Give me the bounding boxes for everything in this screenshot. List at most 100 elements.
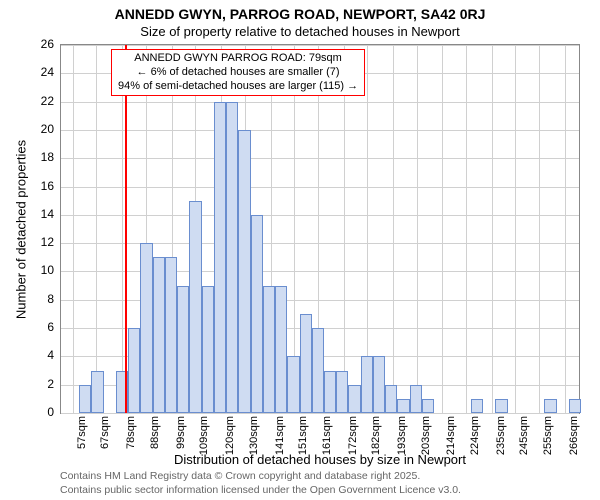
y-tick-label: 10 — [41, 263, 54, 277]
gridline-h — [61, 300, 579, 301]
x-tick-label: 235sqm — [495, 416, 507, 455]
x-axis-ticks: 57sqm 67sqm 78sqm 88sqm 99sqm 109sqm 120sqm 130… — [60, 414, 580, 454]
x-tick-label: 224sqm — [469, 416, 481, 455]
histogram-bar — [226, 102, 238, 413]
histogram-bar — [361, 356, 373, 413]
histogram-bar — [348, 385, 360, 413]
x-tick-label: 214sqm — [445, 416, 457, 455]
histogram-bar — [140, 243, 152, 413]
histogram-bar — [165, 257, 177, 413]
x-tick-label: 78sqm — [125, 416, 137, 449]
gridline-v — [417, 45, 418, 413]
y-tick-label: 4 — [47, 348, 54, 362]
histogram-bar — [471, 399, 483, 413]
x-tick-label: 182sqm — [370, 416, 382, 455]
histogram-bar — [128, 328, 140, 413]
histogram-bar — [251, 215, 263, 413]
chart-subtitle: Size of property relative to detached ho… — [0, 24, 600, 39]
x-tick-label: 172sqm — [347, 416, 359, 455]
annotation-line-1: ANNEDD GWYN PARROG ROAD: 79sqm — [118, 52, 358, 66]
y-tick-label: 6 — [47, 320, 54, 334]
gridline-v — [442, 45, 443, 413]
gridline-v — [539, 45, 540, 413]
x-tick-label: 245sqm — [518, 416, 530, 455]
attribution-line-1: Contains HM Land Registry data © Crown c… — [60, 470, 420, 482]
histogram-bar — [312, 328, 324, 413]
gridline-v — [565, 45, 566, 413]
gridline-h — [61, 187, 579, 188]
gridline-v — [515, 45, 516, 413]
histogram-bar — [79, 385, 91, 413]
y-axis-ticks: 02468101214161820222426 — [0, 44, 58, 414]
histogram-bar — [422, 399, 434, 413]
histogram-bar — [544, 399, 556, 413]
histogram-bar — [495, 399, 507, 413]
gridline-h — [61, 243, 579, 244]
x-tick-label: 161sqm — [321, 416, 333, 455]
gridline-v — [122, 45, 123, 413]
x-tick-label: 67sqm — [99, 416, 111, 449]
y-tick-label: 8 — [47, 292, 54, 306]
histogram-bar — [385, 385, 397, 413]
gridline-v — [393, 45, 394, 413]
x-tick-label: 255sqm — [542, 416, 554, 455]
y-tick-label: 24 — [41, 65, 54, 79]
y-tick-label: 12 — [41, 235, 54, 249]
annotation-line-3: 94% of semi-detached houses are larger (… — [118, 80, 358, 94]
x-tick-label: 130sqm — [248, 416, 260, 455]
gridline-h — [61, 215, 579, 216]
annotation-box: ANNEDD GWYN PARROG ROAD: 79sqm ← 6% of d… — [111, 49, 365, 96]
y-tick-label: 2 — [47, 377, 54, 391]
histogram-bar — [300, 314, 312, 413]
histogram-bar — [189, 201, 201, 413]
plot-area: ANNEDD GWYN PARROG ROAD: 79sqm ← 6% of d… — [60, 44, 580, 414]
x-tick-label: 99sqm — [175, 416, 187, 449]
annotation-line-2: ← 6% of detached houses are smaller (7) — [118, 66, 358, 80]
x-tick-label: 151sqm — [297, 416, 309, 455]
y-tick-label: 20 — [41, 122, 54, 136]
chart-title: ANNEDD GWYN, PARROG ROAD, NEWPORT, SA42 … — [0, 6, 600, 22]
attribution-line-2: Contains public sector information licen… — [60, 484, 461, 496]
x-tick-label: 88sqm — [149, 416, 161, 449]
gridline-h — [61, 45, 579, 46]
x-tick-label: 120sqm — [224, 416, 236, 455]
histogram-bar — [91, 371, 103, 413]
histogram-bar — [287, 356, 299, 413]
histogram-bar — [214, 102, 226, 413]
gridline-v — [73, 45, 74, 413]
reference-line — [125, 45, 127, 413]
gridline-v — [344, 45, 345, 413]
x-tick-label: 193sqm — [396, 416, 408, 455]
x-tick-label: 203sqm — [420, 416, 432, 455]
gridline-v — [492, 45, 493, 413]
histogram-bar — [202, 286, 214, 413]
x-tick-label: 266sqm — [568, 416, 580, 455]
histogram-bar — [153, 257, 165, 413]
x-tick-label: 141sqm — [274, 416, 286, 455]
gridline-v — [466, 45, 467, 413]
y-tick-label: 26 — [41, 37, 54, 51]
histogram-bar — [569, 399, 581, 413]
histogram-bar — [397, 399, 409, 413]
y-tick-label: 0 — [47, 405, 54, 419]
histogram-bar — [373, 356, 385, 413]
x-tick-label: 109sqm — [198, 416, 210, 455]
y-tick-label: 18 — [41, 150, 54, 164]
x-axis-label: Distribution of detached houses by size … — [60, 452, 580, 467]
gridline-h — [61, 102, 579, 103]
histogram-bar — [275, 286, 287, 413]
x-tick-label: 57sqm — [76, 416, 88, 449]
gridline-h — [61, 158, 579, 159]
gridline-h — [61, 271, 579, 272]
y-tick-label: 16 — [41, 179, 54, 193]
histogram-bar — [263, 286, 275, 413]
gridline-h — [61, 130, 579, 131]
histogram-bar — [336, 371, 348, 413]
histogram-chart: ANNEDD GWYN, PARROG ROAD, NEWPORT, SA42 … — [0, 0, 600, 500]
y-tick-label: 14 — [41, 207, 54, 221]
histogram-bar — [177, 286, 189, 413]
gridline-v — [96, 45, 97, 413]
histogram-bar — [238, 130, 250, 413]
histogram-bar — [410, 385, 422, 413]
y-tick-label: 22 — [41, 94, 54, 108]
